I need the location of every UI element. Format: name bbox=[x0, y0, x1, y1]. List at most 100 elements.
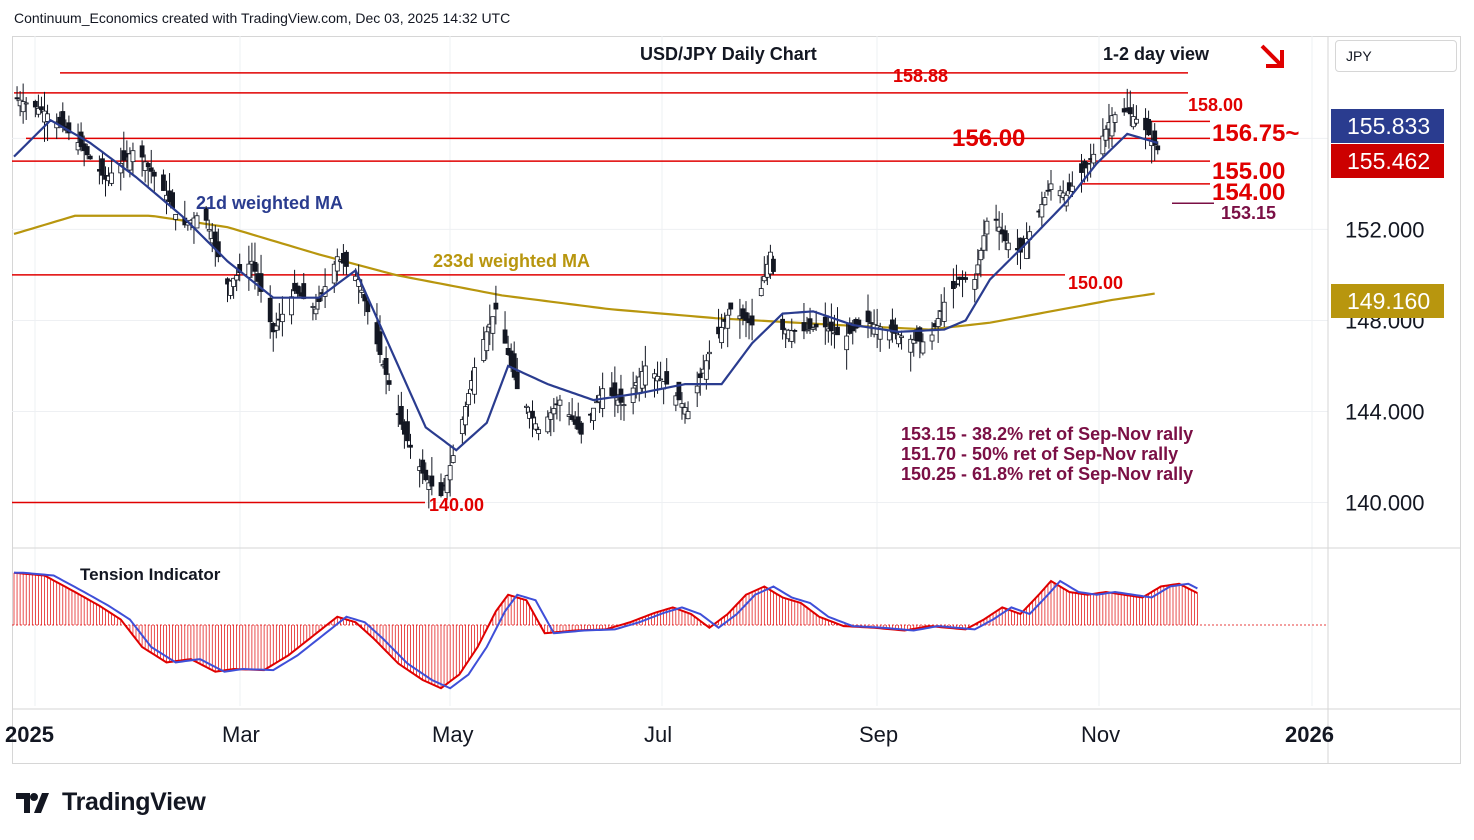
candle-body bbox=[14, 97, 20, 100]
candle-body bbox=[45, 113, 50, 122]
candle-body bbox=[899, 335, 904, 338]
candle-body bbox=[206, 229, 212, 232]
x-tick-label: Mar bbox=[222, 722, 260, 747]
candle-body bbox=[472, 367, 477, 395]
candle-body bbox=[1039, 203, 1045, 218]
candle-body bbox=[804, 329, 810, 332]
candle-body bbox=[557, 399, 563, 406]
candle-body bbox=[652, 373, 657, 379]
candle-body bbox=[676, 381, 682, 401]
candle-body bbox=[524, 405, 529, 408]
candle-body bbox=[39, 106, 44, 111]
candle-body bbox=[679, 403, 685, 408]
candle-body bbox=[267, 297, 273, 323]
candle-body bbox=[438, 482, 444, 497]
candle-body bbox=[536, 429, 541, 434]
candle-body bbox=[941, 301, 947, 322]
candle-body bbox=[450, 455, 456, 463]
candle-body bbox=[87, 155, 93, 160]
candle-body bbox=[1112, 114, 1118, 123]
candle-body bbox=[344, 251, 349, 267]
candle-body bbox=[408, 444, 413, 448]
candle-body bbox=[929, 334, 935, 342]
candle-body bbox=[896, 334, 901, 345]
candle-body bbox=[398, 405, 404, 425]
candle-body bbox=[954, 283, 959, 286]
candle-body bbox=[23, 102, 29, 105]
ma21-line bbox=[13, 118, 1159, 452]
candle-body bbox=[1100, 135, 1106, 155]
retracement-note: 150.25 - 61.8% ret of Sep-Nov rally bbox=[901, 464, 1193, 484]
price-box-value: 155.462 bbox=[1347, 148, 1430, 174]
candle-body bbox=[664, 371, 670, 385]
candle-body bbox=[466, 393, 471, 406]
currency-label[interactable]: JPY bbox=[1335, 40, 1457, 72]
level-label-15675: 156.75~ bbox=[1212, 120, 1299, 147]
tradingview-logo-icon bbox=[16, 792, 49, 813]
candle-body bbox=[758, 288, 764, 297]
candle-body bbox=[844, 335, 850, 351]
retracement-note: 151.70 - 50% ret of Sep-Nov rally bbox=[901, 444, 1178, 464]
candle-body bbox=[703, 360, 709, 380]
ma233-polyline bbox=[13, 214, 1155, 331]
candle-body bbox=[908, 338, 914, 353]
candle-body bbox=[829, 321, 834, 332]
candle-body bbox=[1005, 242, 1011, 251]
candle-body bbox=[551, 408, 557, 415]
candle-body bbox=[130, 150, 136, 163]
candle-body bbox=[234, 275, 240, 281]
level-label-15000: 150.00 bbox=[1068, 273, 1123, 293]
candle-body bbox=[1069, 185, 1075, 192]
candle-body bbox=[301, 283, 307, 300]
candle-body bbox=[359, 289, 365, 293]
ma233-label: 233d weighted MA bbox=[433, 251, 590, 271]
x-tick-label: Nov bbox=[1081, 722, 1120, 747]
candle-body bbox=[405, 421, 410, 442]
candle-body bbox=[865, 310, 871, 323]
candle-body bbox=[728, 302, 734, 310]
candle-body bbox=[258, 273, 264, 292]
candle-body bbox=[462, 406, 468, 426]
candle-body bbox=[511, 353, 517, 378]
candle-body bbox=[682, 407, 688, 415]
y-tick-label: 152.000 bbox=[1345, 217, 1425, 242]
y-tick-label: 140.000 bbox=[1345, 490, 1425, 515]
candle-body bbox=[1085, 162, 1090, 165]
chart-frame bbox=[12, 36, 1461, 764]
level-label-15888: 158.88 bbox=[893, 66, 948, 86]
candle-body bbox=[1127, 107, 1133, 115]
candle-body bbox=[673, 395, 679, 406]
level-label-15800: 158.00 bbox=[1188, 95, 1243, 115]
candle-body bbox=[719, 327, 724, 344]
level-label-15500: 155.00 bbox=[1212, 158, 1285, 185]
tradingview-logo[interactable]: TradingView bbox=[16, 788, 206, 817]
candle-body bbox=[484, 331, 490, 352]
candle-body bbox=[569, 415, 575, 420]
candle-body bbox=[459, 419, 465, 435]
candle-body bbox=[493, 302, 499, 310]
candle-body bbox=[893, 324, 898, 334]
candle-body bbox=[792, 330, 798, 332]
candle-body bbox=[334, 256, 340, 272]
level-label-15315: 153.15 bbox=[1221, 203, 1276, 223]
candle-body bbox=[353, 275, 359, 281]
candle-body bbox=[612, 382, 618, 399]
candle-body bbox=[331, 263, 337, 284]
candle-body bbox=[984, 220, 990, 235]
candle-body bbox=[642, 365, 648, 386]
candle-body bbox=[530, 410, 535, 419]
candle-body bbox=[935, 318, 941, 327]
ma21-label: 21d weighted MA bbox=[196, 193, 343, 213]
candle-body bbox=[423, 469, 429, 481]
price-box bbox=[1331, 109, 1444, 143]
chart-header: Continuum_Economics created with Trading… bbox=[14, 10, 511, 26]
level-label-15600: 156.00 bbox=[952, 125, 1025, 152]
candle-body bbox=[32, 100, 38, 108]
candle-body bbox=[173, 214, 179, 220]
candle-body bbox=[252, 262, 258, 272]
price-box-value: 155.833 bbox=[1347, 113, 1430, 139]
candle-body bbox=[139, 145, 145, 158]
candle-body bbox=[1146, 119, 1151, 136]
